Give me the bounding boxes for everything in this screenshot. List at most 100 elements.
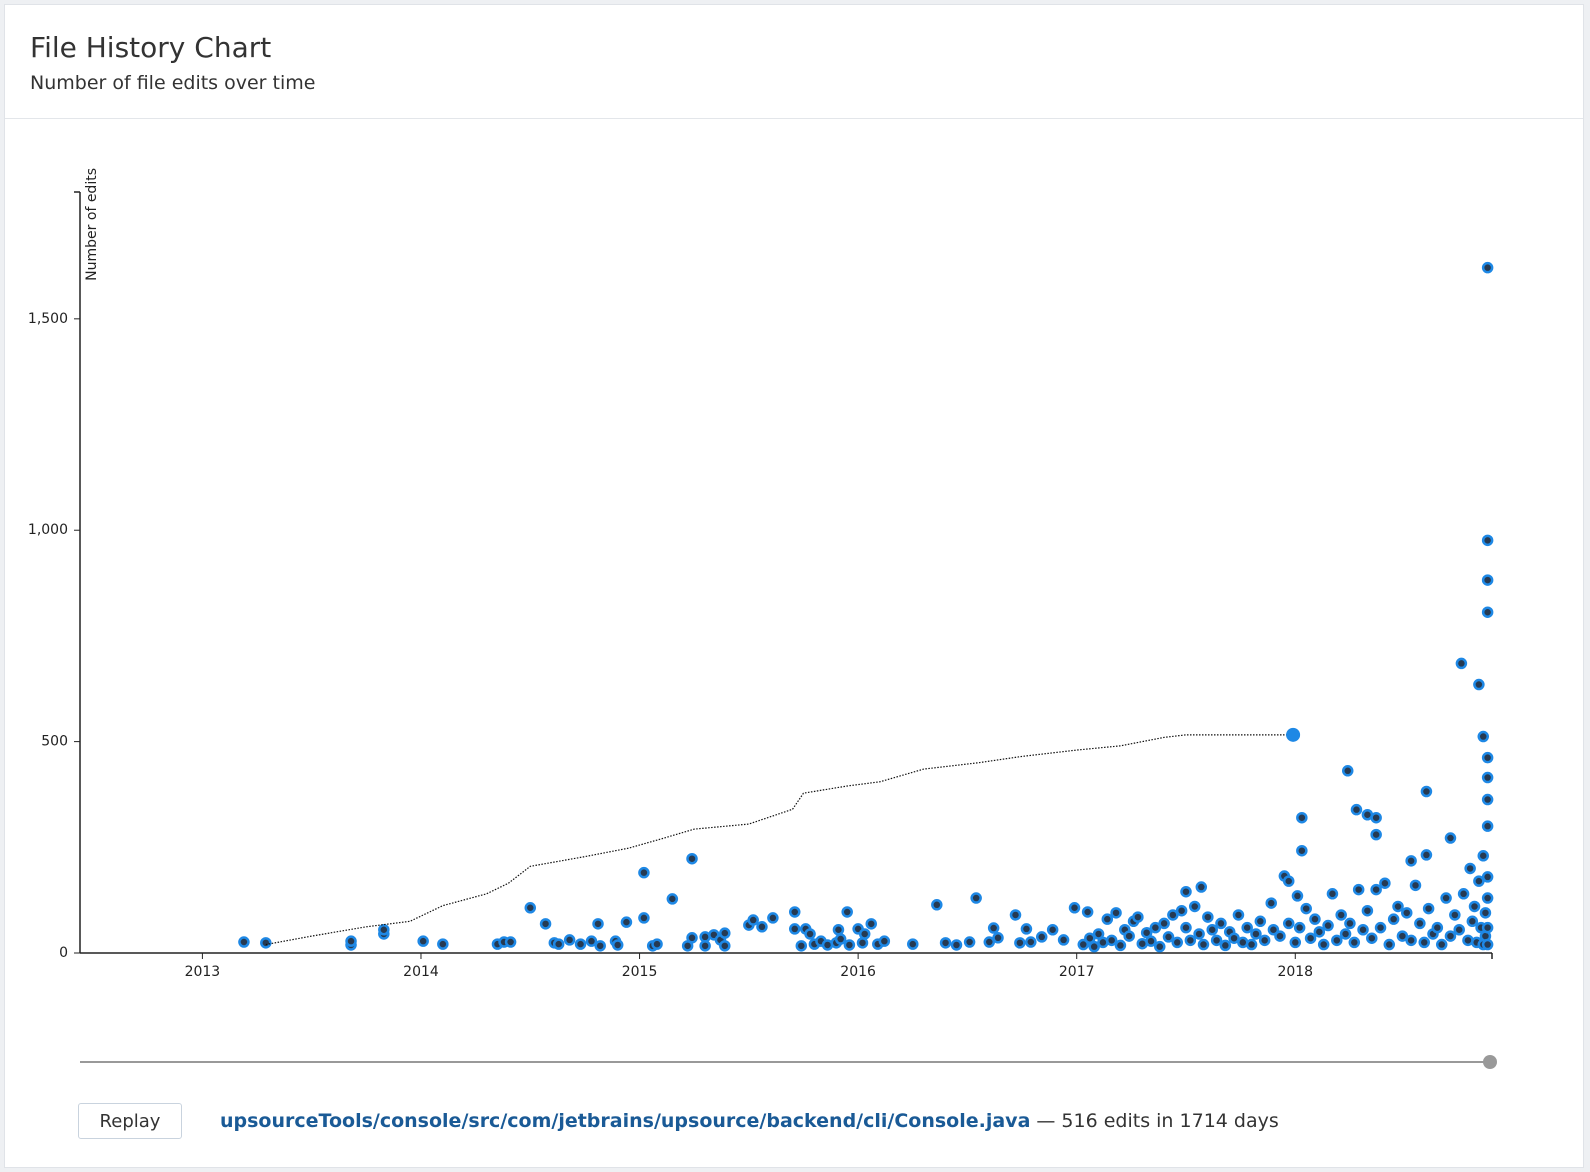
edit-point [638, 866, 650, 879]
edit-point [699, 940, 711, 952]
edit-point [1202, 911, 1214, 923]
edit-point [1025, 936, 1037, 948]
edit-point [563, 934, 576, 946]
edit-point [1331, 934, 1343, 947]
edit-point [832, 923, 845, 936]
x-tick-label: 2013 [185, 964, 221, 980]
edit-point [1481, 261, 1494, 274]
x-tick-label: 2017 [1059, 964, 1095, 980]
subtitle: Number of file edits over time [30, 72, 316, 94]
edit-point [1422, 902, 1435, 915]
edit-point [1479, 907, 1492, 919]
edit-point [1232, 909, 1245, 921]
edit-point [1206, 923, 1218, 936]
edit-point [983, 936, 996, 948]
replay-button[interactable]: Replay [78, 1103, 182, 1139]
edit-point [856, 937, 869, 949]
edit-point [611, 939, 624, 951]
edit-point [1457, 888, 1470, 900]
edit-point [1383, 938, 1396, 951]
header: File History Chart Number of file edits … [5, 5, 1583, 119]
edit-point [592, 918, 604, 930]
edit-point [1171, 936, 1184, 949]
edit-point [834, 933, 847, 945]
edit-point [574, 938, 587, 950]
edit-point [1197, 938, 1210, 951]
edit-point [638, 912, 650, 924]
edit-point [970, 892, 982, 904]
edit-point [747, 914, 759, 926]
edit-point [1241, 921, 1253, 934]
edit-point [1477, 730, 1490, 743]
edit-point [1370, 811, 1382, 824]
edit-point [594, 940, 606, 952]
edit-point [1409, 879, 1422, 892]
edit-point [1289, 936, 1302, 949]
edit-point [1405, 855, 1417, 867]
edit-point [1481, 574, 1494, 586]
edit-point [1481, 892, 1494, 904]
title: File History Chart [30, 31, 272, 64]
edit-point [795, 940, 808, 952]
edit-point [1481, 871, 1494, 883]
edit-point [1309, 913, 1321, 925]
edit-point [1228, 932, 1240, 944]
edit-point [1352, 883, 1365, 896]
edit-point [1431, 921, 1444, 934]
edit-point [1387, 913, 1400, 925]
edit-point [1293, 921, 1306, 934]
edit-point [1481, 534, 1494, 547]
edit-point [1335, 909, 1347, 921]
edit-point [992, 932, 1004, 944]
edit-point [1180, 885, 1192, 898]
edit-point [1370, 828, 1382, 841]
edit-point [1123, 930, 1135, 942]
edit-point [939, 937, 952, 949]
edit-point [1145, 935, 1157, 947]
edit-point [963, 936, 976, 948]
edit-point [651, 938, 663, 950]
edit-point [539, 918, 552, 930]
edit-point [1350, 803, 1363, 816]
edit-point [1401, 907, 1413, 919]
edit-point [1291, 890, 1304, 902]
edit-point [1440, 892, 1452, 904]
edit-point [1254, 915, 1267, 928]
edit-point [767, 912, 779, 924]
edit-point [504, 936, 517, 948]
y-tick-label: 1,000 [28, 522, 68, 538]
edit-point [524, 902, 537, 914]
edit-point [1068, 902, 1081, 914]
edit-point [1468, 900, 1481, 913]
edit-point [719, 940, 731, 952]
edit-point [1449, 909, 1461, 921]
edit-point [1420, 849, 1433, 861]
edit-point [417, 935, 429, 947]
file-path[interactable]: upsourceTools/console/src/com/jetbrains/… [220, 1110, 1031, 1132]
edit-point [1184, 934, 1197, 947]
edit-point [1366, 932, 1378, 944]
edit-point [1105, 934, 1118, 947]
edit-point [1210, 934, 1223, 947]
hover-point [1286, 727, 1301, 742]
y-tick-label: 0 [59, 945, 68, 961]
edit-point [345, 935, 357, 947]
edit-point [1339, 928, 1352, 940]
edit-point [950, 939, 963, 951]
edit-point [1405, 934, 1417, 947]
edit-point [1414, 917, 1426, 930]
edit-point [1014, 937, 1026, 949]
edit-point [1132, 911, 1144, 923]
edit-point [1317, 938, 1330, 951]
y-tick-label: 500 [41, 734, 68, 750]
edit-point [987, 922, 1000, 934]
edit-point [931, 899, 943, 911]
edit-point [1020, 923, 1033, 935]
edit-point [1081, 906, 1094, 918]
edit-point [686, 852, 698, 865]
slider-handle[interactable] [1483, 1055, 1497, 1069]
edit-point [1464, 862, 1476, 875]
edit-point [585, 935, 598, 947]
edit-point [858, 928, 871, 940]
